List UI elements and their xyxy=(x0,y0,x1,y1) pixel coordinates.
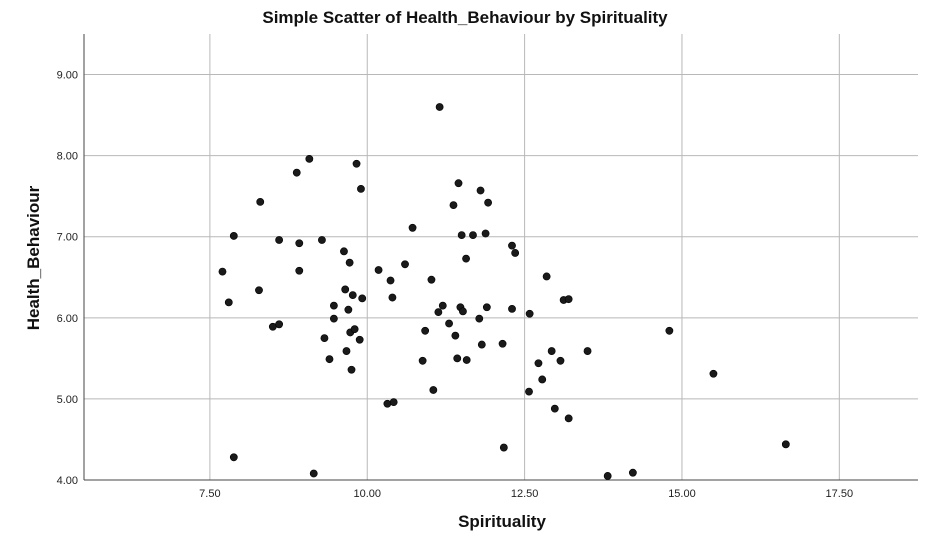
data-point xyxy=(564,295,573,304)
data-point xyxy=(525,309,534,318)
data-point xyxy=(469,231,477,240)
data-point xyxy=(325,355,334,364)
data-points xyxy=(218,103,790,480)
data-point xyxy=(459,307,467,316)
data-point xyxy=(275,320,284,329)
data-point xyxy=(709,369,718,378)
data-point xyxy=(329,301,338,310)
data-point xyxy=(408,223,417,232)
y-tick-label: 9.00 xyxy=(57,70,78,82)
data-point xyxy=(318,236,326,244)
data-point xyxy=(445,319,453,328)
y-tick-label: 4.00 xyxy=(57,475,78,487)
chart-title: Simple Scatter of Health_Behaviour by Sp… xyxy=(262,8,668,27)
data-point xyxy=(389,398,398,407)
data-point xyxy=(275,236,284,244)
data-point xyxy=(542,272,551,281)
data-point xyxy=(309,469,318,478)
x-axis-label: Spirituality xyxy=(458,512,546,531)
data-point xyxy=(342,347,351,355)
data-point xyxy=(451,331,460,340)
data-point xyxy=(564,414,573,423)
data-point xyxy=(435,103,444,111)
data-point xyxy=(421,326,430,335)
data-point xyxy=(583,347,592,355)
data-point xyxy=(475,314,484,323)
data-point xyxy=(229,232,238,240)
data-point xyxy=(256,197,265,206)
data-point xyxy=(355,335,364,344)
data-point xyxy=(462,254,470,263)
y-tick-label: 7.00 xyxy=(57,232,78,244)
data-point xyxy=(218,267,227,276)
data-point xyxy=(438,301,447,310)
data-point xyxy=(388,293,397,302)
data-point xyxy=(454,179,463,188)
data-point xyxy=(357,184,365,193)
tick-labels: 7.50 10.00 12.50 15.00 17.50 4.00 5.00 6.00 7.00… xyxy=(57,70,854,500)
data-point xyxy=(508,304,516,313)
x-tick-label: 10.00 xyxy=(353,488,381,500)
data-point xyxy=(556,356,565,365)
data-point xyxy=(484,198,492,207)
data-point xyxy=(386,276,395,285)
data-point xyxy=(508,241,516,250)
y-tick-label: 8.00 xyxy=(57,151,78,163)
x-tick-label: 7.50 xyxy=(199,488,220,500)
data-point xyxy=(229,453,238,462)
data-point xyxy=(453,354,462,363)
grid-lines xyxy=(84,34,918,481)
data-point xyxy=(341,285,350,294)
axes xyxy=(83,34,918,481)
data-point xyxy=(482,303,491,312)
data-point xyxy=(525,387,533,396)
data-point xyxy=(374,266,383,274)
x-tick-label: 15.00 xyxy=(668,488,696,500)
data-point xyxy=(476,186,485,195)
data-point xyxy=(418,356,427,365)
data-point xyxy=(358,294,367,303)
data-point xyxy=(534,359,543,368)
data-point xyxy=(547,347,556,355)
data-point xyxy=(498,339,507,348)
data-point xyxy=(329,314,338,323)
data-point xyxy=(295,266,304,275)
data-point xyxy=(295,239,304,248)
data-point xyxy=(347,365,356,374)
data-point xyxy=(781,440,790,449)
data-point xyxy=(344,305,353,314)
data-point xyxy=(449,201,458,210)
data-point xyxy=(429,386,438,394)
data-point xyxy=(462,356,471,364)
x-tick-label: 17.50 xyxy=(826,488,854,500)
x-tick-label: 12.50 xyxy=(511,488,539,500)
data-point xyxy=(499,443,508,452)
data-point xyxy=(224,298,233,307)
y-tick-label: 6.00 xyxy=(57,313,78,325)
data-point xyxy=(292,168,301,177)
data-point xyxy=(401,260,409,269)
data-point xyxy=(348,291,357,300)
data-point xyxy=(477,340,486,349)
data-point xyxy=(665,326,674,335)
data-point xyxy=(320,334,329,342)
y-tick-label: 5.00 xyxy=(57,394,78,406)
data-point xyxy=(603,472,612,480)
data-point xyxy=(305,154,314,163)
data-point xyxy=(350,325,359,334)
data-point xyxy=(457,231,466,240)
data-point xyxy=(340,247,348,256)
data-point xyxy=(538,375,547,384)
data-point xyxy=(434,308,443,317)
data-point xyxy=(345,258,354,267)
data-point xyxy=(481,229,490,238)
data-point xyxy=(628,468,637,477)
data-point xyxy=(511,249,520,257)
data-point xyxy=(255,286,263,295)
data-point xyxy=(427,275,436,284)
data-point xyxy=(352,159,361,168)
data-point xyxy=(550,404,559,413)
